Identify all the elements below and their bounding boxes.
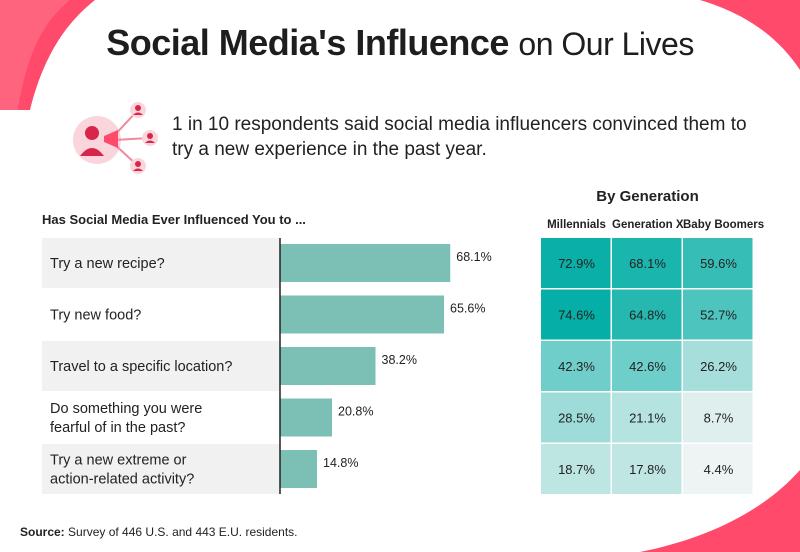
heatmap-cell-label: 68.1%	[629, 256, 666, 271]
heatmap-cell	[612, 238, 682, 288]
category-label: Try a new extreme or	[50, 453, 187, 469]
title-bold: Social Media's Influence	[106, 22, 509, 63]
heatmap-cell	[683, 392, 753, 443]
heatmap-cell-label: 42.3%	[558, 359, 595, 374]
top-right-blob	[700, 0, 800, 70]
category-label: Try new food?	[50, 308, 141, 324]
bar-value-label: 38.2%	[382, 353, 417, 367]
heatmap-cell-label: 64.8%	[629, 308, 666, 323]
bar-value-label: 65.6%	[450, 302, 485, 316]
bar-value-label: 68.1%	[456, 250, 491, 264]
heatmap-cell-label: 18.7%	[558, 462, 595, 477]
category-row-bg	[42, 444, 280, 494]
category-label: Try a new recipe?	[50, 256, 165, 272]
heatmap-cell-label: 8.7%	[704, 411, 734, 426]
heatmap-cell	[612, 444, 682, 494]
heatmap-cell-label: 74.6%	[558, 308, 595, 323]
heatmap-cell	[541, 341, 611, 391]
title-light: on Our Lives	[518, 26, 694, 62]
chart-title: Has Social Media Ever Influenced You to …	[42, 212, 306, 227]
heatmap-cell	[541, 444, 611, 494]
top-left-blob	[0, 0, 95, 110]
bottom-right-blob	[640, 470, 800, 552]
heatmap-cell-label: 26.2%	[700, 359, 737, 374]
heatmap-cell	[683, 289, 753, 340]
category-label: action-related activity?	[50, 472, 194, 488]
bar	[280, 398, 332, 437]
heatmap-cell-label: 28.5%	[558, 411, 595, 426]
bar	[280, 450, 317, 488]
generation-title: By Generation	[596, 188, 699, 205]
heatmap-cell-label: 59.6%	[700, 256, 737, 271]
source-label: Source:	[20, 525, 65, 539]
heatmap-cell	[612, 341, 682, 391]
heatmap-cell	[683, 341, 753, 391]
category-label: Travel to a specific location?	[50, 359, 232, 375]
heatmap-cell-label: 21.1%	[629, 411, 666, 426]
influencer-megaphone-icon	[73, 102, 158, 174]
heatmap-cell	[541, 392, 611, 443]
heatmap-cell-label: 42.6%	[629, 359, 666, 374]
heatmap-cell	[683, 238, 753, 288]
gen-column-header-baby-boomers: Baby Boomers	[683, 219, 765, 231]
heatmap-cell	[612, 289, 682, 340]
category-label: Do something you were	[50, 401, 202, 417]
heatmap-cell-label: 52.7%	[700, 308, 737, 323]
category-row-bg	[42, 341, 280, 391]
category-label: fearful of in the past?	[50, 420, 185, 436]
heatmap-cell-label: 72.9%	[558, 256, 595, 271]
heatmap-cell-label: 17.8%	[629, 462, 666, 477]
heatmap-cell	[541, 238, 611, 288]
source-text: Survey of 446 U.S. and 443 E.U. resident…	[68, 525, 298, 539]
heatmap-cell	[612, 392, 682, 443]
heatmap-cell-label: 4.4%	[704, 462, 734, 477]
bar	[280, 295, 444, 334]
bar-value-label: 20.8%	[338, 405, 373, 419]
gen-column-header-millennials: Millennials	[547, 219, 606, 231]
callout-text: 1 in 10 respondents said social media in…	[172, 114, 747, 160]
heatmap-cell	[541, 289, 611, 340]
bar	[280, 347, 376, 385]
page-title: Social Media's Influence on Our Lives	[0, 22, 800, 64]
category-row-bg	[42, 238, 280, 288]
source-note: Source: Survey of 446 U.S. and 443 E.U. …	[20, 525, 298, 539]
bar	[280, 244, 451, 282]
bar-value-label: 14.8%	[323, 456, 358, 470]
heatmap-cell	[683, 444, 753, 494]
gen-column-header-generation-x: Generation X	[612, 219, 684, 231]
